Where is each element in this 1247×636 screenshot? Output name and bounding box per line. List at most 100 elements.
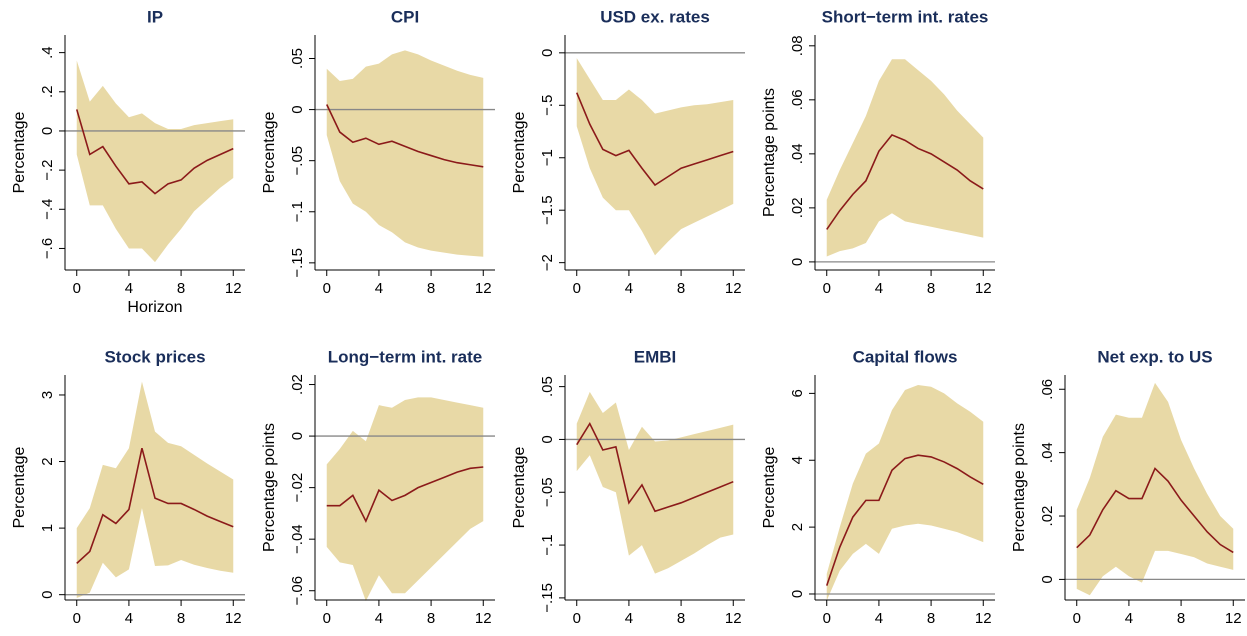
x-tick-label: 12 (475, 280, 492, 297)
x-tick-label: 0 (73, 610, 81, 627)
x-axis-label: Horizon (127, 299, 182, 316)
y-axis-label: Percentage points (261, 423, 278, 552)
x-tick-label: 0 (823, 610, 831, 627)
confidence-band (576, 58, 734, 256)
x-tick-label: 4 (375, 610, 383, 627)
y-tick-label: .05 (539, 376, 556, 397)
response-line (575, 92, 734, 187)
y-tick-label: 0 (1039, 575, 1056, 583)
y-tick-label: 4 (789, 456, 806, 464)
y-tick-label: .04 (789, 143, 806, 164)
panel-title: Capital flows (853, 347, 958, 366)
y-axis-label: Percentage points (761, 88, 778, 217)
response-line (326, 466, 484, 524)
y-tick-label: −1 (539, 149, 556, 166)
x-tick-label: 12 (725, 610, 742, 627)
y-axis-label: Percentage (11, 111, 28, 193)
x-tick-label: 8 (1177, 610, 1185, 627)
panel-title: Long−term int. rate (328, 347, 482, 366)
y-tick-label: .02 (289, 374, 306, 395)
confidence-band (576, 391, 734, 574)
x-tick-label: 8 (427, 610, 435, 627)
y-tick-label: 2 (789, 523, 806, 531)
y-tick-label: −.6 (39, 238, 56, 259)
y-tick-label: 2 (39, 457, 56, 465)
y-tick-label: .05 (289, 48, 306, 69)
y-tick-label: −.05 (539, 477, 556, 507)
x-tick-label: 0 (573, 280, 581, 297)
y-tick-label: −.04 (289, 524, 306, 554)
response-line (826, 133, 984, 230)
y-axis-label: Percentage (11, 446, 28, 528)
confidence-band (76, 381, 234, 599)
y-tick-label: −.05 (289, 146, 306, 176)
x-tick-label: 12 (725, 280, 742, 297)
confidence-band (326, 50, 484, 257)
y-axis-label: Percentage points (1011, 423, 1028, 552)
panel-title: EMBI (634, 347, 677, 366)
response-line (1076, 467, 1234, 554)
y-axis-label: Percentage (511, 111, 528, 193)
x-tick-label: 0 (1073, 610, 1081, 627)
panel-title: Net exp. to US (1097, 347, 1212, 366)
x-tick-label: 12 (975, 610, 992, 627)
x-tick-label: 12 (1225, 610, 1242, 627)
x-tick-label: 12 (475, 610, 492, 627)
y-tick-label: −.15 (539, 583, 556, 613)
x-tick-label: 4 (1125, 610, 1133, 627)
y-tick-label: −.02 (289, 473, 306, 503)
confidence-band (1076, 382, 1234, 596)
y-tick-label: −.15 (289, 248, 306, 278)
response-line (326, 104, 484, 168)
y-tick-label: .2 (39, 86, 56, 99)
x-tick-label: 0 (823, 280, 831, 297)
panel-title: USD ex. rates (600, 7, 710, 26)
panel-title: Stock prices (104, 347, 205, 366)
y-tick-label: −.4 (39, 199, 56, 220)
y-tick-label: −1.5 (539, 195, 556, 225)
y-tick-label: 1 (39, 524, 56, 532)
x-tick-label: 8 (677, 280, 685, 297)
x-tick-label: 8 (427, 280, 435, 297)
x-tick-label: 8 (177, 280, 185, 297)
x-tick-label: 0 (323, 610, 331, 627)
x-tick-label: 0 (573, 610, 581, 627)
y-tick-label: .02 (789, 197, 806, 218)
response-line (76, 448, 234, 564)
x-tick-label: 8 (677, 610, 685, 627)
x-tick-label: 4 (625, 280, 633, 297)
x-tick-label: 4 (625, 610, 633, 627)
confidence-band (326, 397, 484, 602)
panel-title: Short−term int. rates (822, 7, 989, 26)
x-tick-label: 8 (927, 610, 935, 627)
confidence-band (76, 60, 234, 263)
response-line (75, 109, 234, 195)
y-tick-label: 0 (789, 590, 806, 598)
response-line (825, 454, 984, 586)
confidence-band (826, 59, 984, 257)
y-tick-label: .04 (1039, 442, 1056, 463)
y-tick-label: 3 (39, 391, 56, 399)
y-tick-label: −.1 (289, 201, 306, 222)
y-tick-label: −.5 (539, 95, 556, 116)
y-tick-label: 0 (789, 258, 806, 266)
x-tick-label: 8 (927, 280, 935, 297)
y-tick-label: −.1 (539, 534, 556, 555)
response-line (576, 421, 734, 513)
y-tick-label: .08 (789, 35, 806, 56)
x-tick-label: 0 (73, 280, 81, 297)
x-tick-label: 12 (225, 280, 242, 297)
y-axis-label: Percentage (761, 446, 778, 528)
x-tick-label: 4 (125, 610, 133, 627)
x-tick-label: 4 (125, 280, 133, 297)
x-tick-label: 4 (875, 280, 883, 297)
y-tick-label: 0 (539, 49, 556, 57)
y-tick-label: 0 (289, 105, 306, 113)
y-axis-label: Percentage (511, 446, 528, 528)
y-tick-label: 0 (289, 432, 306, 440)
y-tick-label: −.06 (289, 576, 306, 606)
y-tick-label: 0 (39, 591, 56, 599)
y-tick-label: −2 (539, 254, 556, 271)
